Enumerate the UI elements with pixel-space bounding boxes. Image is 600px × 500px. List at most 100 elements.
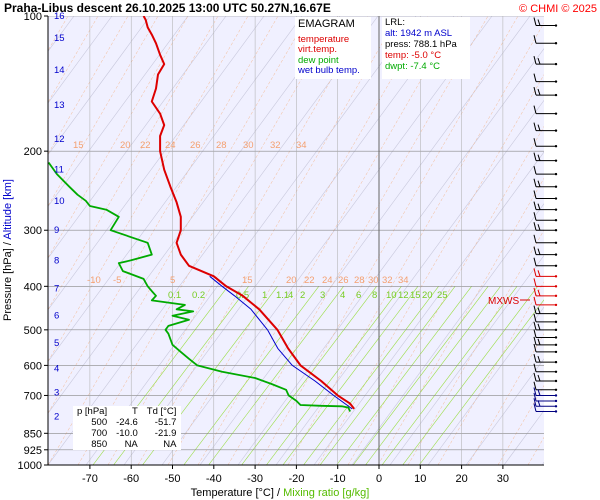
- wind-barb-flag: [533, 372, 537, 382]
- mixing-ratio-label: 1: [262, 290, 267, 301]
- moist-adiabat: [227, 16, 489, 465]
- x-axis-title: Temperature [°C] / Mixing ratio [g/kg]: [191, 487, 370, 499]
- isotherm-label: -10: [87, 275, 101, 286]
- x-tick-label: 0: [376, 473, 382, 485]
- wind-barb-flag: [533, 166, 537, 175]
- dry-adiabat: [313, 151, 544, 465]
- moist-adiabat: [167, 16, 429, 465]
- moist-adiabat: [437, 281, 544, 465]
- legend-item-wet-bulb: wet bulb temp.: [298, 65, 360, 76]
- dry-adiabat: [48, 16, 189, 207]
- table-row: 500 -24.6 -51.7: [73, 417, 181, 428]
- altitude-tick-label: 4: [54, 364, 59, 375]
- wind-barb-flag: [537, 323, 541, 330]
- wind-barb-dot: [554, 312, 558, 315]
- moist-adiabat: [257, 16, 519, 465]
- wind-panel: [505, 16, 544, 465]
- altitude-tick-label: 3: [54, 388, 59, 399]
- dry-adiabat: [48, 16, 265, 311]
- mxws-label: MXWS: [488, 296, 519, 307]
- legend-box: EMAGRAM temperature virt.temp. dew point…: [295, 17, 371, 79]
- altitude-tick-label: 16: [54, 11, 65, 22]
- altitude-tick-label: 12: [54, 134, 65, 145]
- wind-barb-dot: [554, 159, 558, 162]
- x-tick-label: 20: [455, 473, 467, 485]
- wind-barb-flag: [533, 138, 537, 147]
- y-tick-label: 600: [24, 360, 42, 372]
- wind-barb-dot: [554, 253, 558, 256]
- wind-barb-flag: [533, 234, 537, 243]
- wind-barb-flag: [533, 363, 537, 372]
- isotherm-label: 24: [165, 140, 176, 151]
- dry-adiabat: [465, 358, 544, 465]
- mixing-ratio-line: [208, 286, 344, 465]
- level-table-cell: -21.9: [154, 428, 177, 439]
- x-tick-label: 10: [414, 473, 426, 485]
- wind-barb-flag: [533, 201, 537, 210]
- wind-barb-dot: [554, 405, 558, 408]
- wind-barb-dot: [554, 80, 558, 83]
- altitude-tick-label: 14: [54, 65, 65, 76]
- dry-adiabat: [351, 203, 544, 465]
- mixing-ratio-line: [402, 286, 538, 465]
- legend-item-temperature: temperature: [298, 33, 350, 45]
- altitude-tick-label: 7: [54, 284, 59, 295]
- wind-barb-flag: [533, 287, 537, 296]
- wind-barb-flag: [537, 203, 541, 210]
- level-table-head-td: Td [°C]: [146, 406, 177, 417]
- y-tick-label: 400: [24, 281, 42, 293]
- wind-barb-dot: [554, 62, 558, 66]
- level-table-cell: -10.0: [116, 428, 138, 439]
- wind-barb-flag: [533, 313, 537, 322]
- y-tick-label: 925: [24, 445, 42, 457]
- wind-barb-flag: [533, 381, 537, 390]
- level-table-cell: NA: [124, 439, 138, 450]
- moist-adiabat: [107, 16, 369, 465]
- dry-adiabat: [389, 254, 544, 465]
- series-line-dew-point: [48, 161, 351, 412]
- lrl-alt: alt: 1942 m ASL: [385, 28, 453, 39]
- dry-adiabat: [48, 16, 227, 259]
- moist-adiabat: [77, 16, 339, 465]
- wind-barb-flag: [533, 387, 537, 396]
- mixing-ratio-line: [241, 286, 377, 465]
- dry-adiabat: [427, 306, 544, 465]
- wind-barb-flag: [533, 17, 537, 26]
- legend-heading: EMAGRAM: [298, 18, 355, 30]
- altitude-tick-label: 2: [54, 412, 59, 423]
- wind-barb-dot: [554, 93, 558, 97]
- lrl-temp: temp: -5.0 °C: [385, 50, 442, 61]
- wind-barb-flag: [533, 296, 537, 306]
- wind-barb-flag: [537, 57, 541, 65]
- wind-barb-flag: [533, 353, 537, 363]
- lrl-heading: LRL:: [385, 17, 406, 28]
- wind-barb-dot: [554, 303, 558, 307]
- y-tick-label: 300: [24, 225, 42, 237]
- isotherm-label: 24: [322, 275, 333, 286]
- wind-barb-flag: [533, 86, 537, 96]
- moist-adiabat: [467, 333, 544, 465]
- wind-barb-flag: [537, 355, 541, 363]
- x-tick-label: -30: [247, 473, 263, 485]
- wind-barb-flag: [533, 190, 537, 199]
- x-axis-label2: Mixing ratio [g/kg]: [283, 487, 369, 499]
- legend-item-virt-temp: virt.temp.: [298, 44, 338, 55]
- level-table-cell: -24.6: [116, 417, 138, 428]
- dry-adiabat: [48, 16, 303, 363]
- wind-barb-dot: [554, 320, 558, 324]
- y-axis-title: Pressure [hPa] / Altitude [km]: [2, 179, 14, 321]
- isotherm-label: 28: [354, 275, 365, 286]
- lrl-press: press: 788.1 hPa: [385, 39, 457, 50]
- wind-barb-dot: [554, 328, 558, 332]
- wind-barb-dot: [554, 379, 558, 383]
- wind-barb-dot: [554, 145, 558, 148]
- isotherm-label: 26: [338, 275, 349, 286]
- wind-barb-dot: [554, 42, 558, 45]
- wind-barb-dot: [554, 172, 558, 176]
- isotherm-label: 28: [216, 140, 227, 151]
- dry-adiabat: [237, 48, 544, 465]
- x-tick-label: -10: [330, 473, 346, 485]
- wind-barb-dot: [554, 399, 558, 403]
- wind-barb-flag: [537, 124, 541, 131]
- level-table: p [hPa] T Td [°C] 500 -24.6 -51.7 700 -1…: [73, 406, 182, 450]
